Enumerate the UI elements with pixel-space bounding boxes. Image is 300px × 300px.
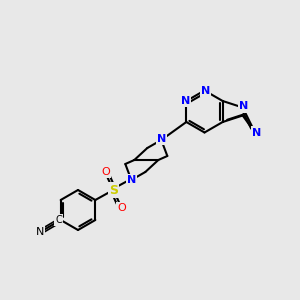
Text: N: N bbox=[127, 175, 136, 185]
Text: O: O bbox=[117, 203, 126, 213]
Text: N: N bbox=[35, 227, 44, 237]
Text: N: N bbox=[181, 96, 190, 106]
Text: N: N bbox=[157, 134, 166, 144]
Text: N: N bbox=[239, 101, 248, 112]
Text: N: N bbox=[252, 128, 262, 137]
Text: N: N bbox=[201, 85, 210, 95]
Text: O: O bbox=[101, 167, 110, 177]
Text: C: C bbox=[55, 215, 62, 225]
Text: S: S bbox=[109, 184, 118, 196]
